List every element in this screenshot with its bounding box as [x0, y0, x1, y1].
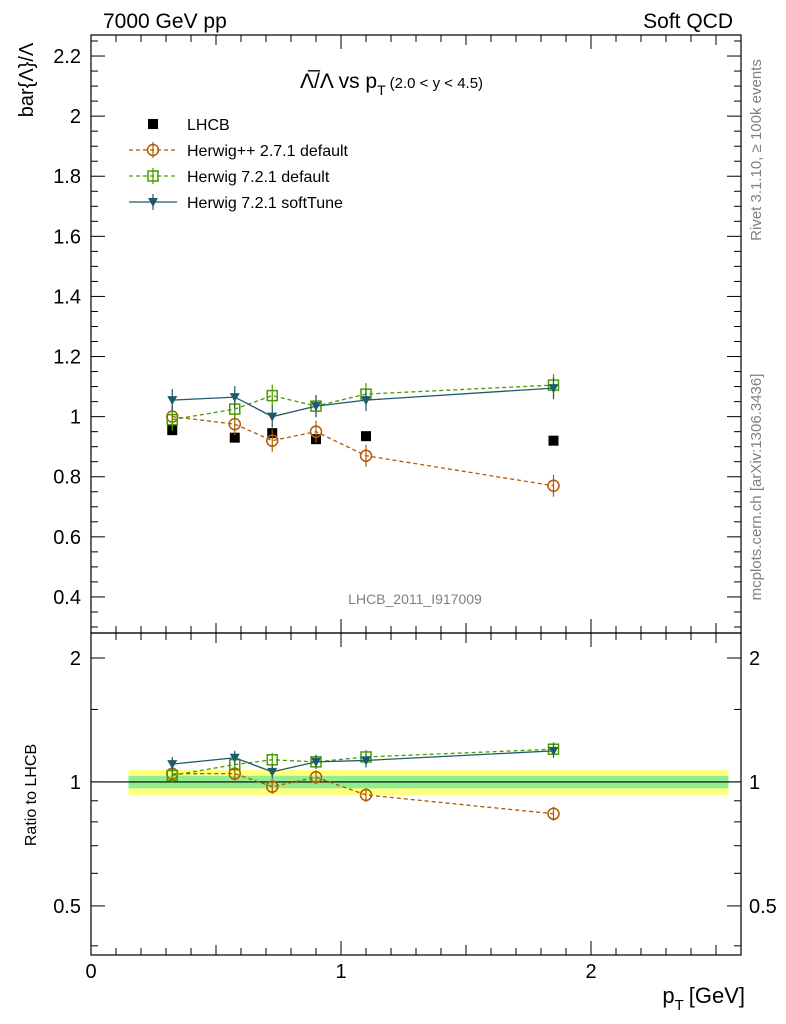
ratio-data-point	[359, 788, 373, 802]
ratio-data-point	[361, 756, 371, 766]
main-data-point	[548, 384, 559, 394]
legend-label: Herwig++ 2.7.1 default	[187, 143, 349, 160]
legend-marker	[148, 198, 158, 207]
main-y-tick-label: 0.4	[53, 587, 81, 609]
ratio-y-axis-label: Ratio to LHCB	[23, 744, 40, 846]
ratio-data-point	[267, 767, 278, 777]
x-axis-label: pT [GeV]	[662, 983, 745, 1014]
mcplots-label: mcplots.cern.ch [arXiv:1306.3436]	[748, 374, 765, 601]
ratio-x-ticks: 0 1 2	[85, 633, 742, 983]
ratio-data-point	[311, 757, 321, 767]
ratio-y-ticks: 0.5 0.5 1 1 2 2	[53, 648, 777, 947]
legend-marker	[147, 170, 159, 182]
ratio-series-line	[172, 748, 554, 777]
main-y-axis-label: bar{Λ}/Λ	[16, 42, 38, 117]
x-axis-label-sub: T	[675, 997, 684, 1014]
rivet-label: Rivet 3.1.10, ≥ 100k events	[748, 59, 765, 241]
ratio-series-line	[172, 772, 554, 815]
ratio-data-point	[266, 754, 278, 766]
main-y-tick-label: 0.6	[53, 527, 81, 549]
main-data-point	[167, 396, 178, 406]
ratio-y-tick-label: 2	[70, 648, 81, 670]
main-y-tick-label: 1.6	[53, 226, 81, 248]
x-tick-label: 0	[85, 961, 96, 983]
main-data-point	[266, 389, 278, 402]
main-data-point	[266, 434, 279, 447]
ratio-y-tick-label-right: 2	[749, 648, 760, 670]
main-title-text: Λ̅/Λ vs p	[300, 70, 377, 93]
ratio-data-point	[167, 760, 178, 770]
main-data-point	[547, 479, 560, 493]
x-axis-label-unit: [GeV]	[689, 983, 745, 1008]
x-tick-label: 1	[335, 961, 346, 983]
main-series-line	[172, 384, 554, 421]
main-y-tick-label: 1.8	[53, 166, 81, 188]
main-series-line	[172, 387, 554, 418]
ratio-series-layer	[166, 742, 560, 821]
legend-label: Herwig 7.2.1 softTune	[187, 195, 343, 212]
main-series-line	[172, 415, 554, 487]
legend-marker	[148, 119, 158, 129]
main-y-tick-label: 2	[70, 106, 81, 128]
main-data-point	[166, 413, 178, 426]
main-data-point	[361, 396, 371, 406]
ratio-series-line	[172, 750, 554, 773]
main-y-tick-label: 1.4	[53, 286, 81, 308]
legend-marker	[146, 143, 160, 157]
ratio-y-tick-label: 1	[70, 772, 81, 794]
ratio-data-point	[266, 780, 279, 793]
main-title: Λ̅/Λ vs pT (2.0 < y < 4.5)	[300, 70, 483, 98]
ratio-y-tick-label-right: 1	[749, 772, 760, 794]
main-y-tick-label: 0.8	[53, 467, 81, 489]
main-y-tick-label: 1.2	[53, 347, 81, 369]
legend-label: LHCB	[187, 117, 230, 134]
ratio-data-point	[547, 807, 560, 821]
main-data-point	[311, 402, 321, 412]
main-data-point	[267, 412, 278, 422]
main-data-point	[229, 432, 240, 443]
main-data-point	[229, 393, 240, 403]
ratio-y-tick-label: 0.5	[53, 896, 81, 918]
main-y-tick-label: 2.2	[53, 46, 81, 68]
main-series-layer	[166, 374, 560, 497]
main-x-ticks	[90, 35, 742, 633]
main-data-point	[361, 431, 371, 442]
main-y-tick-label: 1	[70, 407, 81, 429]
main-title-sub: T	[377, 82, 386, 98]
main-data-point	[359, 449, 373, 462]
x-tick-label: 2	[585, 961, 596, 983]
ratio-y-tick-label-right: 0.5	[749, 896, 777, 918]
main-title-cut: (2.0 < y < 4.5)	[390, 75, 483, 92]
x-axis-label-main: p	[662, 983, 674, 1008]
analysis-label: LHCB_2011_I917009	[348, 591, 482, 607]
ratio-data-point	[309, 770, 323, 784]
legend: LHCB Herwig++ 2.7.1 default Herwig 7.2.1 d…	[129, 117, 349, 212]
main-data-point	[548, 435, 559, 446]
ratio-data-point	[548, 746, 559, 756]
main-data-point	[309, 425, 323, 438]
main-y-ticks: 0.4 0.6 0.8 1 1.2 1.4 1.6 1.8 2 2.2	[53, 40, 741, 628]
legend-label: Herwig 7.2.1 default	[187, 169, 330, 186]
energy-label: 7000 GeV pp	[103, 10, 227, 33]
ratio-data-point	[229, 753, 240, 763]
category-label: Soft QCD	[643, 10, 733, 33]
